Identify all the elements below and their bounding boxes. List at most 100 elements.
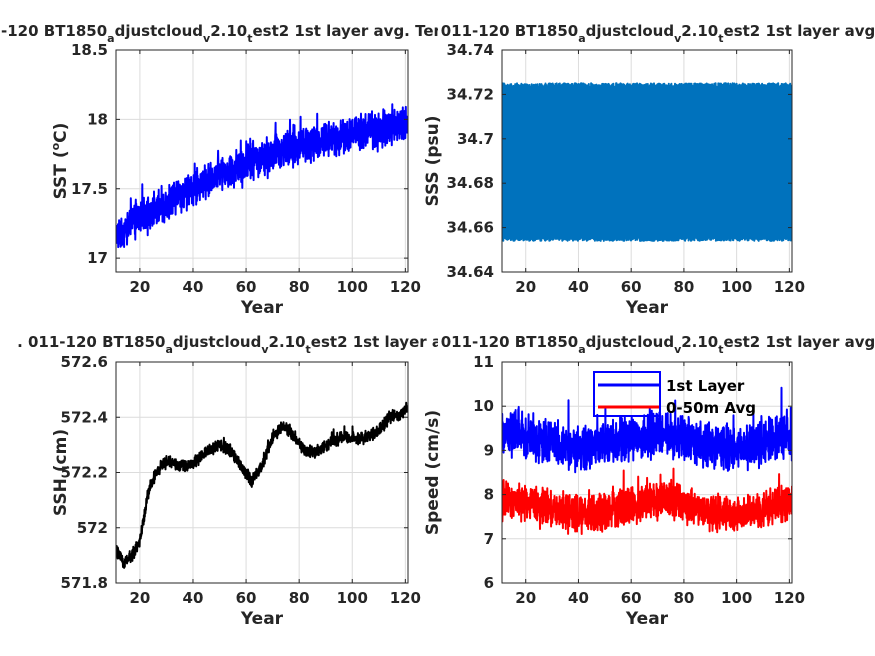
x-tick-label: 120 — [390, 278, 421, 296]
series-line-1 — [116, 401, 408, 569]
x-tick-label: 80 — [289, 589, 310, 607]
y-tick-label: 6 — [484, 574, 494, 592]
axes-frame — [115, 49, 409, 273]
chart-title-part: djustcloud — [586, 333, 674, 351]
chart-title-part: v — [203, 32, 211, 45]
y-axis-label-part: o — [49, 142, 62, 150]
chart-title-text: YR 011-120 BT1850adjustcloudv2.10test2 1… — [412, 22, 875, 45]
x-tick-label: 60 — [621, 589, 642, 607]
x-tick-label: 120 — [390, 589, 421, 607]
x-tick-label: 60 — [236, 589, 257, 607]
chart-title-text: YR 011-120 BT1850adjustcloudv2.10test2 1… — [412, 333, 875, 356]
x-axis-label: Year — [625, 298, 669, 318]
chart-title-part: est2 1st layer avg. — [724, 22, 875, 40]
chart-title-part: 2.10 — [210, 22, 247, 40]
series-group — [116, 103, 408, 249]
y-axis-label: SSS (psu) — [423, 115, 443, 206]
chart-panel-1: 20 40 60 80 100 120 17 17.5 18 18.5 Year SST (oC) -1… — [1, 22, 523, 318]
x-tick-label: 20 — [515, 278, 536, 296]
y-tick-label: 17.5 — [71, 180, 108, 198]
y-tick-label: 10 — [473, 397, 494, 415]
y-tick-label: 34.68 — [447, 174, 494, 192]
y-tick-label: 34.74 — [447, 41, 494, 59]
y-axis-label: Speed (cm/s) — [423, 410, 443, 535]
y-tick-label: 34.64 — [447, 263, 494, 281]
x-tick-label: 40 — [183, 278, 204, 296]
y-axis-label-part: C) — [51, 123, 71, 143]
chart-title-part: est2 1st layer avg. Temperature — [252, 22, 523, 40]
chart-title: YR 011-120 BT1850adjustcloudv2.10test2 1… — [412, 333, 875, 356]
y-tick-label: 34.72 — [447, 85, 494, 103]
legend-label-1: 1st Layer — [666, 377, 745, 395]
x-tick-label: 120 — [774, 589, 805, 607]
legend: 1st Layer 0-50m Avg — [593, 371, 756, 417]
y-tick-label: 572 — [77, 519, 108, 537]
chart-title: . 011-120 BT1850adjustcloudv2.10test2 1s… — [17, 333, 507, 356]
series-group — [502, 386, 792, 535]
series-line-1 — [502, 82, 792, 242]
chart-title-part: t — [718, 343, 723, 356]
y-tick-label: 9 — [484, 441, 494, 459]
x-tick-label: 100 — [721, 589, 752, 607]
chart-title-part: 2.10 — [681, 333, 718, 351]
chart-title-part: a — [165, 343, 172, 356]
legend-label-2: 0-50m Avg — [666, 399, 756, 417]
chart-title-part: a — [107, 32, 114, 45]
x-tick-label: 20 — [129, 278, 150, 296]
x-axis-label: Year — [240, 298, 284, 318]
y-tick-label: 18.5 — [71, 41, 108, 59]
chart-title-part: v — [261, 343, 269, 356]
y-axis-label-part: SST ( — [51, 150, 71, 199]
x-axis-label: Year — [240, 609, 284, 629]
chart-title-part: a — [578, 32, 585, 45]
plot-area — [502, 362, 792, 583]
series-group — [502, 82, 792, 242]
legend-box — [593, 371, 661, 417]
x-tick-label: 20 — [515, 589, 536, 607]
y-tick-label: 7 — [484, 530, 494, 548]
y-tick-label: 572.6 — [61, 353, 108, 371]
chart-title-part: v — [674, 343, 682, 356]
chart-title-part: . 011-120 BT1850 — [17, 333, 165, 351]
x-tick-label: 40 — [568, 589, 589, 607]
x-tick-label: 120 — [774, 278, 805, 296]
y-axis-label: SSH (cm) — [51, 429, 71, 516]
chart-panel-2: 20 40 60 80 100 120 34.64 34.66 34.68 34.7 34.72 34… — [412, 22, 875, 318]
chart-title-part: est2 1st layer avg. SSH — [311, 333, 507, 351]
axes-frame — [501, 49, 793, 273]
chart-title-part: YR 011-120 BT1850 — [412, 333, 578, 351]
x-tick-label: 80 — [673, 589, 694, 607]
axes-frame — [501, 361, 793, 584]
y-tick-label: 18 — [87, 110, 108, 128]
chart-title-part: djustcloud — [173, 333, 261, 351]
x-tick-label: 40 — [568, 278, 589, 296]
x-tick-label: 100 — [721, 278, 752, 296]
chart-title-part: djustcloud — [115, 22, 203, 40]
x-tick-label: 60 — [236, 278, 257, 296]
chart-panel-3: 20 40 60 80 100 120 571.8 572 572.2 572.4 572.6 Yea… — [17, 333, 507, 629]
x-tick-label: 100 — [337, 278, 368, 296]
y-tick-label: 571.8 — [61, 574, 108, 592]
chart-title-part: v — [674, 32, 682, 45]
chart-title-part: djustcloud — [586, 22, 674, 40]
y-tick-label: 34.66 — [447, 219, 494, 237]
chart-title-part: 2.10 — [269, 333, 306, 351]
chart-title-part: t — [718, 32, 723, 45]
y-tick-label: 572.4 — [61, 408, 108, 426]
y-tick-label: 11 — [473, 353, 494, 371]
y-tick-label: 34.7 — [457, 130, 494, 148]
y-axis-label: SST (oC) — [49, 123, 71, 200]
series-group — [116, 401, 408, 569]
x-tick-label: 20 — [129, 589, 150, 607]
series-line-1 — [502, 386, 792, 474]
series-line-2 — [502, 467, 792, 535]
chart-title-part: YR 011-120 BT1850 — [412, 22, 578, 40]
chart-title: YR 011-120 BT1850adjustcloudv2.10test2 1… — [412, 22, 875, 45]
x-tick-label: 40 — [183, 589, 204, 607]
x-tick-label: 80 — [289, 278, 310, 296]
chart-title-part: t — [247, 32, 252, 45]
chart-title-part: -120 BT1850 — [1, 22, 107, 40]
chart-title-part: est2 1st layer avg. — [724, 333, 875, 351]
x-tick-label: 100 — [337, 589, 368, 607]
